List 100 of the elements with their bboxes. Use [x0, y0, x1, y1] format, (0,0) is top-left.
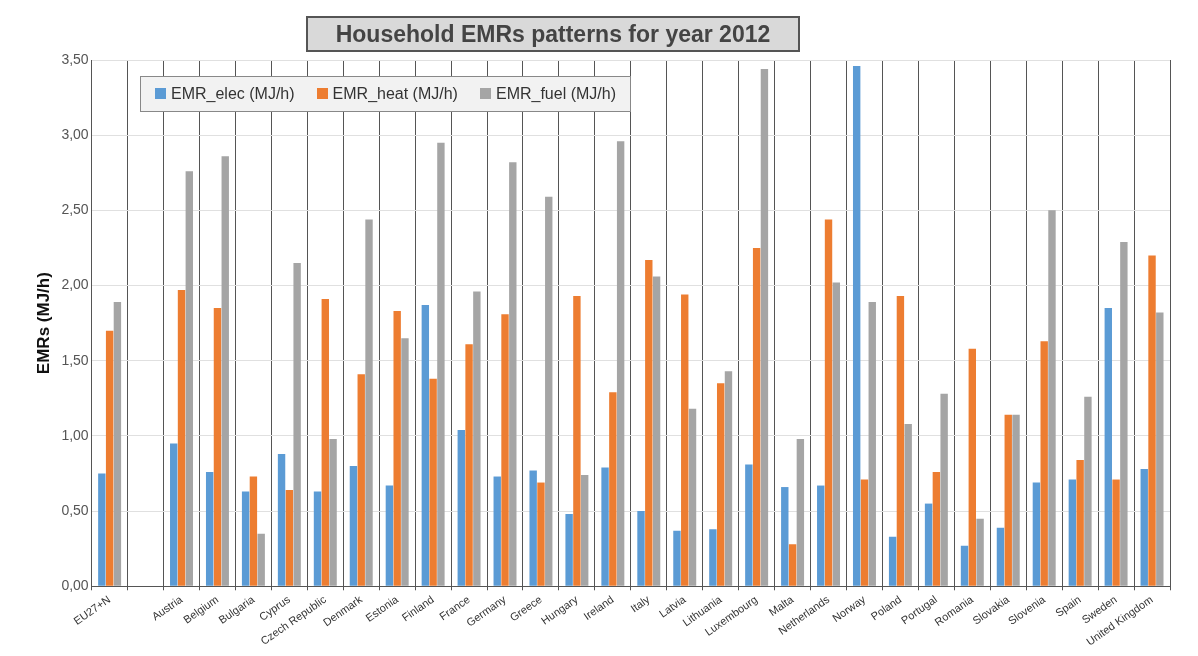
bar	[1040, 341, 1048, 586]
bar	[752, 247, 761, 586]
y-tick-label: 2,50	[61, 201, 89, 218]
bar	[565, 514, 573, 586]
bar	[277, 453, 286, 586]
bar	[1012, 414, 1020, 586]
bar	[996, 527, 1005, 586]
y-tick-label: 1,50	[61, 351, 89, 368]
bar	[285, 490, 294, 586]
bar	[185, 171, 193, 586]
y-tick-label: 3,00	[61, 126, 89, 143]
bar	[421, 305, 430, 586]
bar	[385, 485, 394, 586]
bar	[673, 530, 681, 586]
bar	[832, 282, 841, 586]
bar	[537, 482, 545, 586]
bar	[868, 302, 876, 586]
bar	[645, 259, 653, 586]
bar	[896, 296, 905, 586]
legend-label: EMR_heat (MJ/h)	[331, 85, 458, 103]
y-axis-title: EMRs (MJ/h)	[33, 272, 53, 375]
bar	[581, 475, 589, 586]
y-tick-label: 0,00	[61, 577, 89, 594]
bar	[509, 162, 517, 586]
y-tick-label: 0,50	[61, 501, 89, 518]
bar	[1156, 312, 1164, 586]
bar	[365, 219, 373, 586]
bar	[1068, 479, 1077, 586]
bar	[852, 66, 861, 586]
bar	[924, 503, 933, 586]
bar	[429, 378, 437, 586]
bar	[681, 294, 689, 586]
bar	[1032, 482, 1041, 586]
bar	[637, 511, 645, 586]
chart-title: Household EMRs patterns for year 2012	[306, 16, 800, 52]
bar	[493, 476, 501, 586]
bar	[788, 544, 797, 586]
bar	[329, 438, 337, 586]
bar	[1112, 479, 1120, 586]
bar	[940, 393, 948, 586]
bar	[98, 473, 106, 586]
bar	[293, 263, 301, 586]
bar	[1140, 469, 1148, 586]
bar	[601, 467, 609, 586]
bar	[888, 536, 897, 586]
bar	[716, 383, 725, 586]
bar	[824, 219, 833, 586]
bar	[401, 338, 409, 586]
bar	[781, 487, 789, 586]
bar	[213, 308, 222, 586]
bar	[349, 466, 358, 586]
bar	[1004, 414, 1012, 586]
bar	[257, 533, 265, 586]
bar	[177, 290, 186, 586]
bar	[465, 344, 473, 586]
x-tick-label: Italy	[628, 592, 653, 615]
bar	[796, 438, 805, 586]
bar	[457, 429, 465, 586]
bar	[976, 518, 984, 586]
y-tick-label: 2,00	[61, 276, 89, 293]
bar	[170, 443, 178, 586]
bar	[205, 472, 214, 586]
y-tick-label: 3,50	[61, 50, 89, 67]
bar	[357, 374, 365, 586]
bar	[1120, 241, 1128, 586]
bar	[932, 472, 941, 586]
bar	[609, 392, 617, 586]
bar	[573, 296, 581, 586]
bar	[1084, 396, 1092, 586]
legend-label: EMR_fuel (MJ/h)	[494, 85, 616, 103]
bar	[745, 464, 753, 586]
bar	[529, 470, 537, 586]
legend-label: EMR_elec (MJ/h)	[170, 85, 295, 103]
bar	[393, 311, 401, 586]
bar	[249, 476, 258, 586]
bar	[241, 491, 250, 586]
bar	[473, 291, 481, 586]
bar	[1048, 210, 1056, 586]
bar	[652, 276, 661, 586]
bar	[437, 142, 445, 586]
bar	[860, 479, 869, 586]
y-tick-label: 1,00	[61, 426, 89, 443]
bar	[968, 348, 976, 586]
bar	[760, 69, 769, 586]
bar	[1148, 255, 1156, 586]
bar	[688, 408, 697, 586]
bar	[904, 423, 912, 586]
bar	[105, 330, 114, 586]
bar	[221, 156, 229, 586]
bar	[113, 302, 122, 586]
bar	[616, 141, 625, 586]
bar	[321, 299, 329, 586]
bar	[724, 371, 733, 586]
bar	[817, 485, 825, 586]
bar	[709, 529, 717, 586]
bar	[313, 491, 322, 586]
bar	[545, 196, 553, 586]
bar	[501, 314, 509, 586]
bar	[1076, 459, 1084, 586]
bar	[960, 545, 969, 586]
